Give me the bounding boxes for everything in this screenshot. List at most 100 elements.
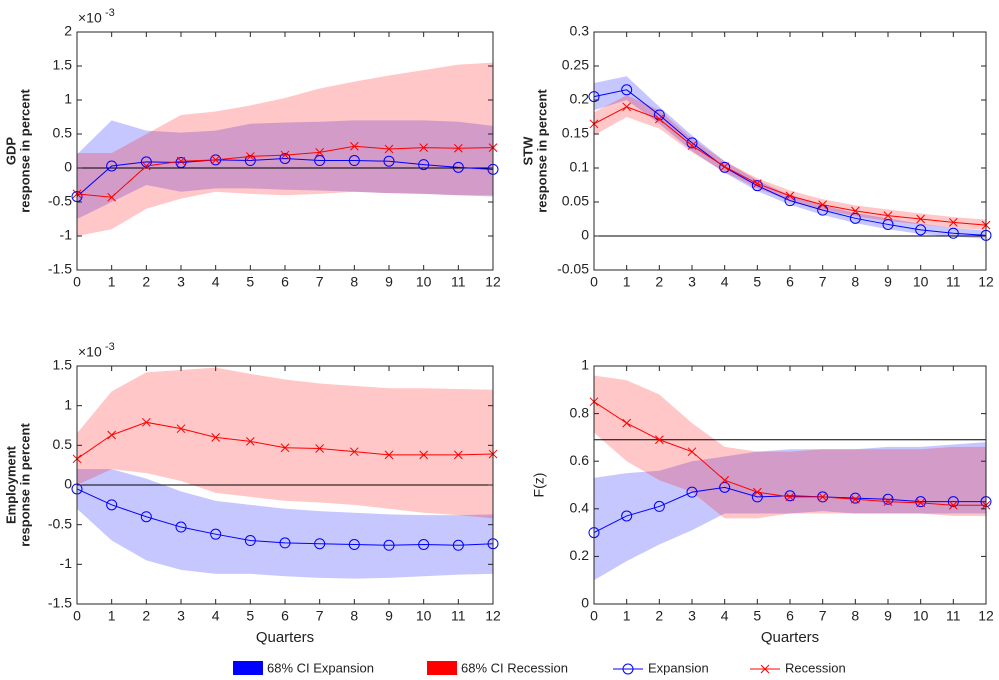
- marker: [384, 450, 394, 460]
- ci-band: [77, 367, 493, 519]
- marker: [849, 212, 861, 224]
- marker: [383, 539, 395, 551]
- marker: [106, 160, 118, 172]
- x-tick-label: 7: [316, 274, 324, 290]
- marker: [453, 450, 463, 460]
- x-tick-label: 5: [753, 274, 761, 290]
- marker: [622, 418, 632, 428]
- ci-band: [77, 62, 493, 236]
- marker: [818, 492, 828, 502]
- marker: [850, 494, 860, 504]
- x-tick-label: 2: [142, 608, 150, 624]
- marker: [785, 492, 795, 502]
- y-tick-label: 0.6: [570, 452, 590, 468]
- x-tick-label: 1: [108, 274, 116, 290]
- marker: [176, 156, 186, 166]
- x-tick-label: 8: [350, 274, 358, 290]
- marker: [175, 521, 187, 533]
- marker: [279, 152, 291, 164]
- x-tick-label: 6: [786, 274, 794, 290]
- marker: [719, 481, 731, 493]
- marker: [107, 192, 117, 202]
- x-tick-label: 7: [819, 274, 827, 290]
- marker: [947, 227, 959, 239]
- y-multiplier-exponent: -3: [105, 341, 115, 353]
- y-tick-label: -1: [60, 227, 73, 243]
- x-tick-label: 5: [753, 608, 761, 624]
- marker: [314, 538, 326, 550]
- x-tick-label: 12: [978, 274, 994, 290]
- marker: [687, 141, 697, 150]
- x-axis-label: Quarters: [761, 629, 819, 646]
- y-tick-label: 0.5: [53, 125, 73, 141]
- x-tick-label: 12: [485, 274, 501, 290]
- x-tick-label: 4: [721, 274, 729, 290]
- subplot: 0 1 2 3 4 5 6 7 8 9 10 11 12-0.0500.050.10.150.20.25…: [520, 23, 994, 290]
- x-tick-label: 3: [688, 274, 696, 290]
- x-tick-label: 2: [655, 274, 663, 290]
- marker: [686, 137, 698, 149]
- y-axis-label: F(z): [531, 473, 547, 498]
- marker: [654, 114, 664, 124]
- x-tick-label: 0: [73, 274, 81, 290]
- marker: [349, 447, 359, 457]
- series-line: [593, 486, 986, 534]
- marker: [419, 143, 429, 152]
- y-tick-label: 1: [64, 396, 72, 412]
- marker: [175, 157, 187, 169]
- marker: [947, 496, 959, 508]
- x-tick-label: 0: [73, 608, 81, 624]
- y-tick-label: 0.05: [562, 193, 589, 209]
- marker: [719, 161, 731, 173]
- legend-frame: [228, 657, 814, 679]
- marker: [915, 496, 927, 508]
- marker: [348, 155, 360, 167]
- legend-label: 68% CI Recession: [461, 660, 568, 675]
- x-tick-label: 11: [451, 274, 466, 290]
- marker: [621, 84, 633, 96]
- x-tick-label: 0: [590, 608, 598, 624]
- subplot: 0 1 2 3 4 5 6 7 8 9 10 11 1200.20.40.60.81F(z)Quarte…: [531, 357, 994, 646]
- legend-swatch: [427, 661, 457, 675]
- marker: [418, 539, 430, 550]
- x-axis-label: Quarters: [256, 629, 314, 646]
- marker: [882, 493, 894, 505]
- ci-band: [594, 76, 986, 239]
- legend-label: Recession: [785, 660, 846, 675]
- y-tick-label: 0: [64, 476, 72, 492]
- y-tick-label: 0.5: [53, 436, 73, 452]
- legend-swatch: [233, 661, 263, 675]
- marker: [383, 155, 395, 167]
- ci-band: [77, 469, 493, 579]
- x-tick-label: 3: [177, 274, 185, 290]
- y-tick-label: 0: [581, 595, 589, 611]
- marker: [720, 162, 730, 171]
- marker: [622, 102, 632, 112]
- marker: [818, 200, 828, 210]
- x-tick-label: 11: [946, 274, 961, 290]
- legend: 68% CI Expansion 68% CI Recession Expansio…: [228, 657, 846, 679]
- y-tick-label: -1: [60, 555, 73, 571]
- x-tick-label: 3: [177, 608, 185, 624]
- x-tick-label: 10: [913, 274, 929, 290]
- y-multiplier: ×10: [78, 10, 102, 26]
- marker: [315, 148, 325, 157]
- marker: [418, 159, 430, 171]
- y-tick-label: -0.05: [557, 261, 589, 277]
- marker: [244, 535, 256, 547]
- x-tick-label: 1: [108, 608, 116, 624]
- x-tick-label: 10: [416, 608, 432, 624]
- marker: [883, 211, 893, 220]
- x-tick-label: 1: [623, 608, 631, 624]
- y-multiplier: ×10: [78, 344, 102, 360]
- y-axis-label: STW: [520, 136, 535, 166]
- y-tick-label: 0.8: [570, 404, 590, 420]
- marker: [279, 537, 291, 549]
- legend-marker: [622, 663, 634, 675]
- y-tick-label: 0: [581, 227, 589, 243]
- marker: [915, 224, 927, 236]
- subplot: 0 1 2 3 4 5 6 7 8 9 10 11 12-1.5-1-0.500.511.52×10 -3…: [3, 7, 501, 290]
- y-tick-label: -0.5: [48, 515, 72, 531]
